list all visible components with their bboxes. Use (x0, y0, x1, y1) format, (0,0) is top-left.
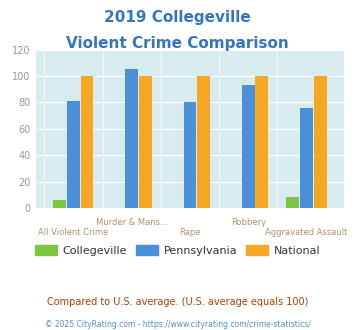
Bar (256, 76, 268, 208)
Bar (139, 76, 152, 208)
Bar (53, 200, 66, 208)
Bar (67, 101, 80, 208)
Bar (242, 85, 255, 208)
Text: Murder & Mans...: Murder & Mans... (96, 218, 168, 227)
Bar (286, 197, 299, 208)
Text: Compared to U.S. average. (U.S. average equals 100): Compared to U.S. average. (U.S. average … (47, 297, 308, 307)
Bar (81, 76, 93, 208)
Legend: Collegeville, Pennsylvania, National: Collegeville, Pennsylvania, National (30, 241, 325, 260)
Bar (300, 108, 313, 208)
Bar (314, 76, 327, 208)
Bar (125, 69, 138, 208)
Bar (184, 102, 196, 208)
Text: Robbery: Robbery (231, 218, 266, 227)
Text: 2019 Collegeville: 2019 Collegeville (104, 10, 251, 25)
Bar (197, 76, 210, 208)
Text: Violent Crime Comparison: Violent Crime Comparison (66, 36, 289, 51)
Text: Aggravated Assault: Aggravated Assault (265, 228, 348, 237)
Text: © 2025 CityRating.com - https://www.cityrating.com/crime-statistics/: © 2025 CityRating.com - https://www.city… (45, 320, 310, 329)
Text: Rape: Rape (179, 228, 201, 237)
Text: All Violent Crime: All Violent Crime (38, 228, 109, 237)
